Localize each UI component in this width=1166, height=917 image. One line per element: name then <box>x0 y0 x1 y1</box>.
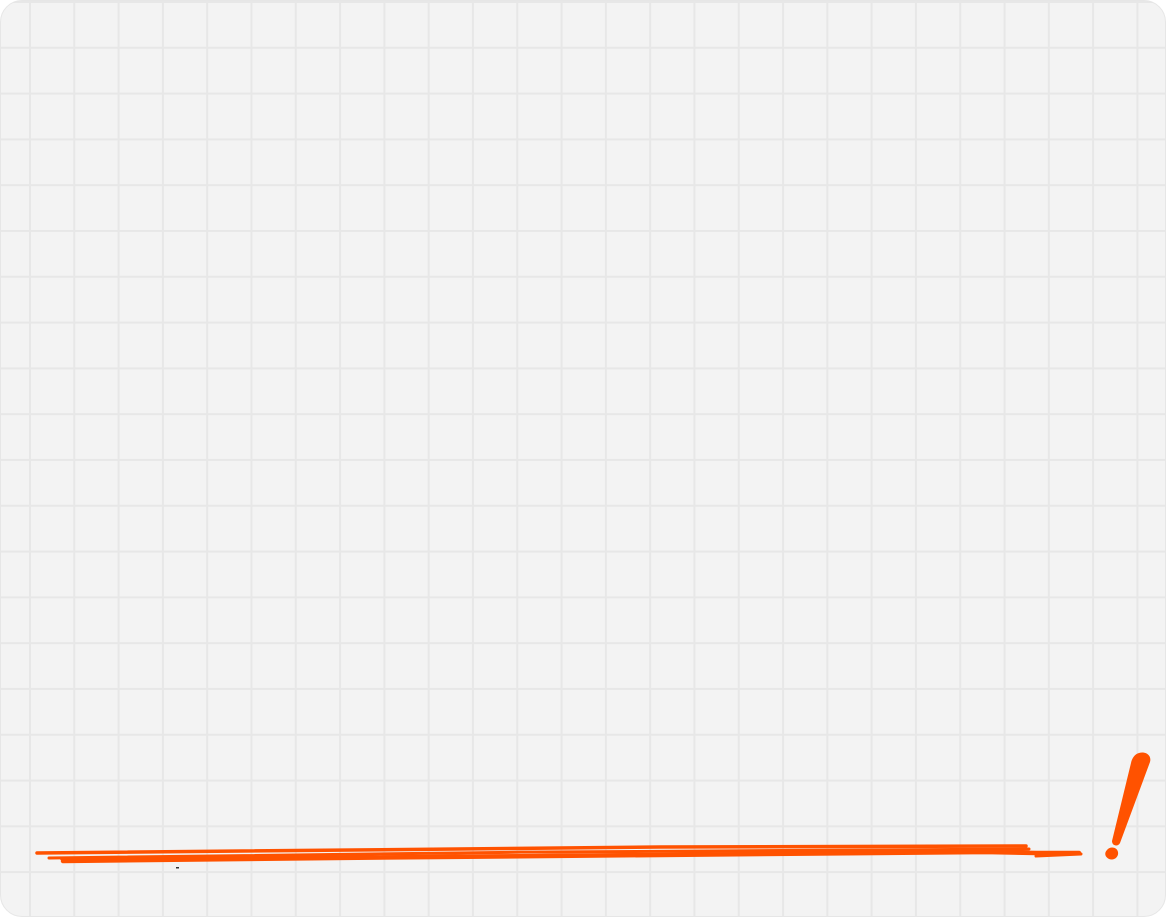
underline-icon <box>35 844 1083 864</box>
exclamation-mark-icon <box>1105 752 1151 860</box>
stray-mark <box>176 867 179 869</box>
